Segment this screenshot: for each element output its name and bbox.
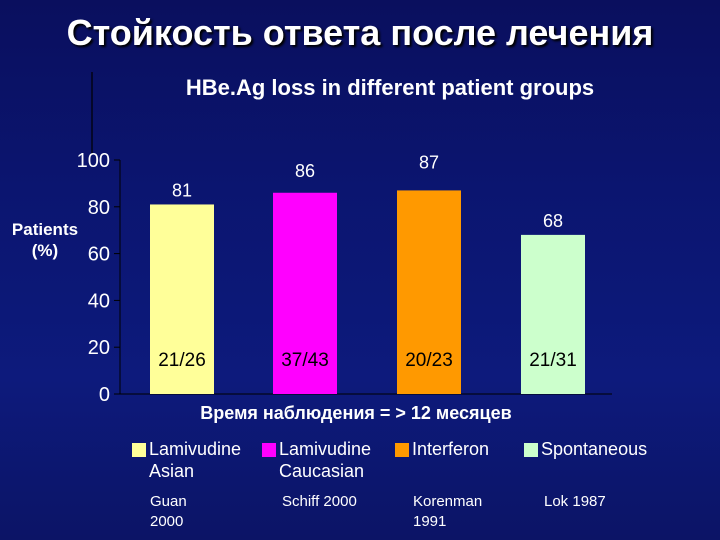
bar [150,204,214,394]
legend-item-interferon: Interferon [395,438,515,480]
bar-ratio-label: 37/43 [281,350,329,371]
y-tick-label: 20 [88,337,110,359]
y-tick-label: 40 [88,290,110,312]
source-guan: Guan 2000 [150,493,187,530]
bar-ratio-label: 21/31 [529,350,577,371]
slide-title: Стойкость ответа после лечения [66,12,654,53]
legend-item-spontaneous: Spontaneous [524,438,664,480]
bar [521,234,585,394]
legend-label: Spontaneous [541,439,648,459]
bar-value-label: 87 [419,152,439,172]
observation-caption: Время наблюдения = > 12 месяцев [200,403,512,423]
source-korenman: Korenman 1991 [413,493,483,530]
legend-label: Lamivudine Asian [149,439,242,481]
y-axis-label: Patients (%) [11,220,79,260]
bar [397,190,461,394]
y-tick-label: 80 [88,197,110,219]
legend-swatch [524,443,538,457]
legend-item-lamivudine-caucasian: Lamivudine Caucasian [262,438,392,481]
decorative-line [91,72,93,154]
y-tick-label: 0 [99,384,110,406]
bar-value-label: 81 [172,180,192,200]
legend-label: Lamivudine Caucasian [279,439,372,481]
legend-item-lamivudine-asian: Lamivudine Asian [132,438,257,481]
y-tick-label: 100 [77,150,110,172]
legend-swatch [262,443,276,457]
legend-swatch [395,443,409,457]
legend-swatch [132,443,146,457]
source-schiff: Schiff 2000 [282,493,357,510]
bar-ratio-label: 20/23 [405,350,453,371]
legend-label: Interferon [412,439,490,459]
chart-title: HBe.Ag loss in different patient groups [185,75,595,100]
bar-value-label: 68 [543,211,563,231]
source-lok: Lok 1987 [544,493,606,510]
y-tick-label: 60 [88,244,110,266]
bar-ratio-label: 21/26 [158,350,206,371]
bar [273,192,337,394]
bar-value-label: 86 [295,161,315,181]
